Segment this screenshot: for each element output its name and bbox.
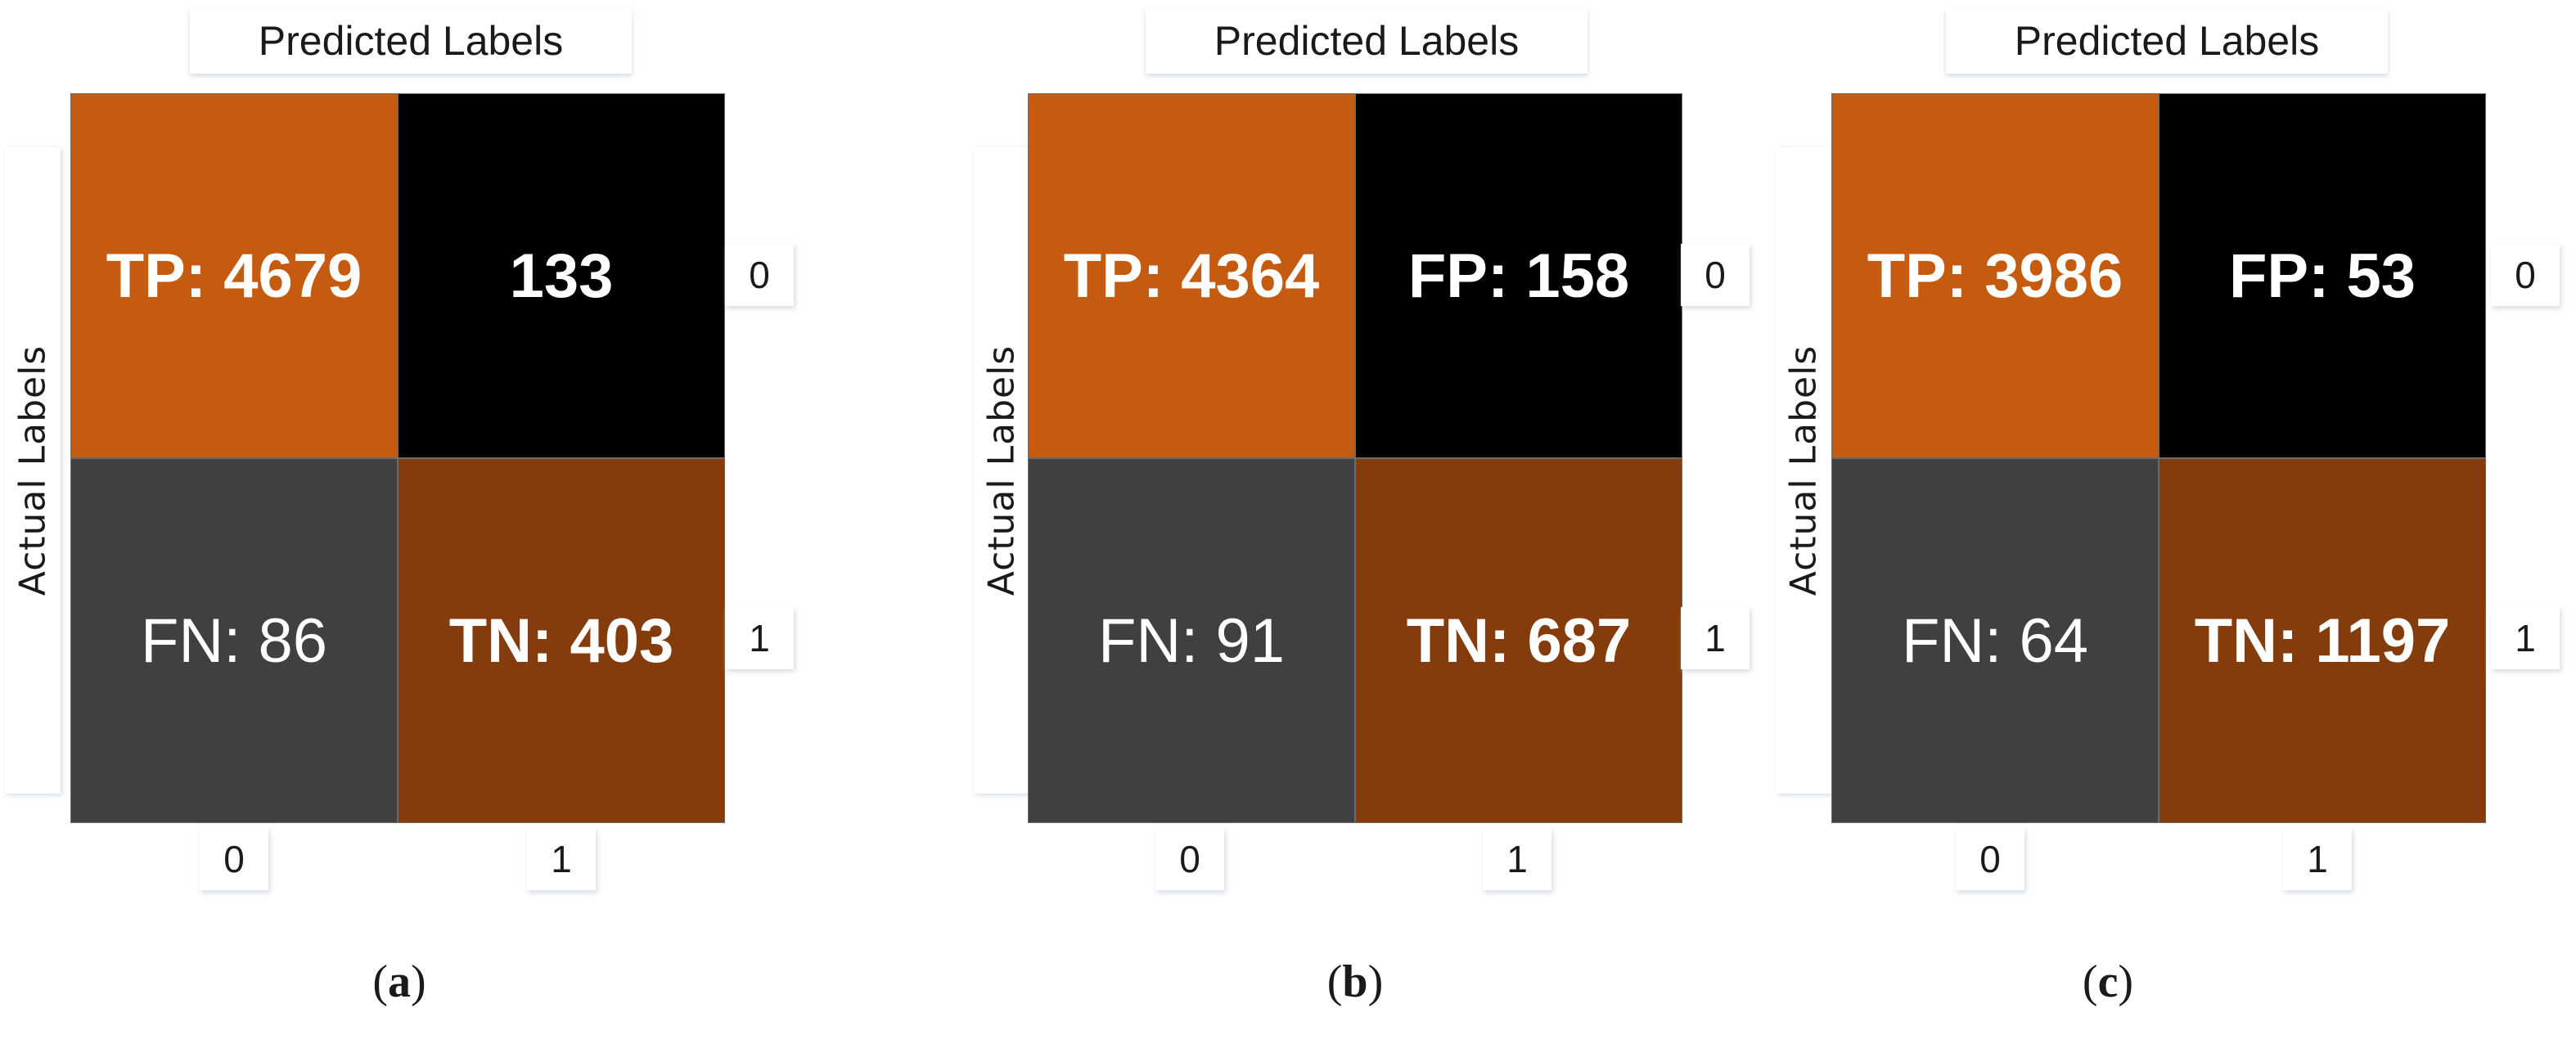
y-tick-label: 0	[725, 244, 794, 306]
x-tick-label: 1	[2283, 828, 2352, 890]
y-axis-title-box: Actual Labels	[5, 147, 61, 794]
subfigure-caption: (b)	[1326, 956, 1384, 1007]
y-tick-label: 0	[1681, 244, 1750, 306]
x-axis-title: Predicted Labels	[1146, 8, 1587, 74]
y-axis-title-box: Actual Labels	[974, 147, 1029, 794]
y-tick-label: 0	[2491, 244, 2560, 306]
cell-true-positive: TP: 4679	[70, 93, 398, 458]
x-tick-label: 0	[1956, 828, 2024, 890]
confusion-matrix: TP: 4679 133 FN: 86 TN: 403	[70, 93, 725, 823]
cell-false-negative: FN: 91	[1028, 458, 1355, 823]
x-tick-label: 1	[1483, 828, 1551, 890]
cell-true-negative: TN: 1197	[2159, 458, 2486, 823]
y-tick-label: 1	[2491, 607, 2560, 669]
subfigure-caption: (c)	[2082, 956, 2134, 1007]
x-axis-title: Predicted Labels	[1946, 8, 2388, 74]
cell-false-negative: FN: 86	[70, 458, 398, 823]
y-axis-title-box: Actual Labels	[1776, 147, 1831, 794]
confusion-matrix-panel-c: Predicted Labels Actual Labels TP: 3986 …	[1756, 0, 2566, 1044]
cell-false-positive: FP: 53	[2159, 93, 2486, 458]
subfigure-caption: (a)	[372, 956, 426, 1007]
confusion-matrix-panel-b: Predicted Labels Actual Labels TP: 4364 …	[956, 0, 1766, 1044]
y-tick-label: 1	[1681, 607, 1750, 669]
caption-letter: b	[1342, 956, 1368, 1007]
y-axis-title: Actual Labels	[1782, 344, 1825, 596]
x-tick-label: 0	[200, 828, 268, 890]
x-tick-label: 0	[1155, 828, 1224, 890]
y-tick-label: 1	[725, 607, 794, 669]
x-axis-title: Predicted Labels	[190, 8, 632, 74]
confusion-matrix: TP: 4364 FP: 158 FN: 91 TN: 687	[1028, 93, 1682, 823]
cell-true-positive: TP: 3986	[1831, 93, 2159, 458]
cell-false-positive: FP: 158	[1355, 93, 1682, 458]
cell-true-positive: TP: 4364	[1028, 93, 1355, 458]
cell-true-negative: TN: 403	[398, 458, 725, 823]
confusion-matrix: TP: 3986 FP: 53 FN: 64 TN: 1197	[1831, 93, 2486, 823]
caption-letter: c	[2097, 956, 2119, 1007]
cell-false-positive: 133	[398, 93, 725, 458]
x-tick-label: 1	[527, 828, 596, 890]
y-axis-title: Actual Labels	[11, 344, 54, 596]
cell-true-negative: TN: 687	[1355, 458, 1682, 823]
caption-letter: a	[388, 956, 411, 1007]
confusion-matrix-panel-a: Predicted Labels Actual Labels TP: 4679 …	[0, 0, 810, 1044]
cell-false-negative: FN: 64	[1831, 458, 2159, 823]
y-axis-title: Actual Labels	[980, 344, 1023, 596]
